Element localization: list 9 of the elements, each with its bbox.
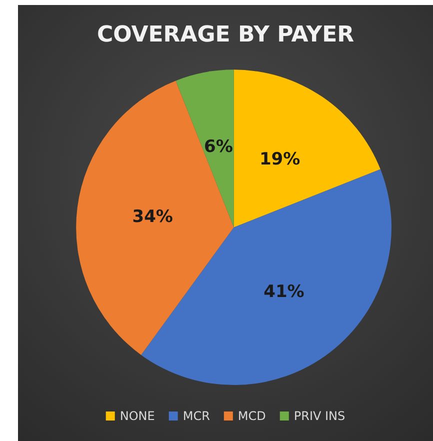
legend-label: MCD <box>238 409 266 423</box>
data-label: 19% <box>259 150 300 170</box>
legend-label: MCR <box>182 409 210 423</box>
data-label: 6% <box>204 136 233 157</box>
chart-title: COVERAGE BY PAYER <box>96 22 354 48</box>
legend-label: NONE <box>120 409 155 423</box>
data-label: 34% <box>132 207 173 228</box>
legend-label: PRIV INS <box>294 409 346 423</box>
data-label: 41% <box>264 282 304 302</box>
